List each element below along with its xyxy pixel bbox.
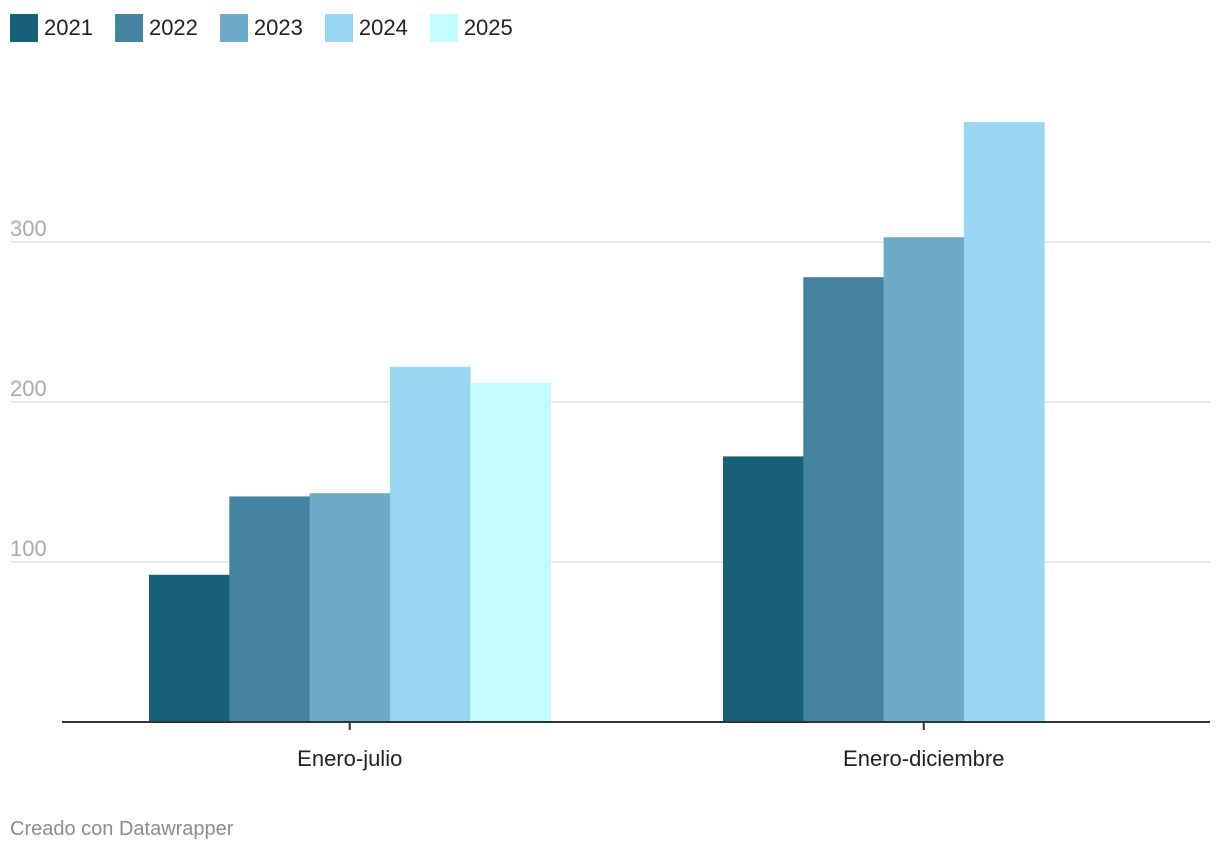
x-tick-label: Enero-diciembre (843, 746, 1004, 771)
legend: 2021 2022 2023 2024 2025 (10, 13, 535, 43)
y-tick-label: 100 (10, 536, 47, 561)
legend-label: 2021 (44, 15, 93, 40)
legend-item: 2022 (114, 14, 198, 42)
bar-2024-0 (389, 366, 471, 722)
bar-2021-1 (723, 456, 804, 722)
legend-label: 2023 (253, 15, 303, 40)
legend-label: 2024 (358, 15, 408, 40)
bar-2022-1 (803, 277, 885, 722)
legend-swatch (10, 14, 38, 42)
bar-2023-0 (309, 493, 391, 722)
legend-swatch (324, 14, 353, 42)
legend-item: 2024 (324, 14, 408, 42)
credit-text: Creado con Datawrapper (10, 818, 234, 840)
legend-label: 2025 (463, 15, 513, 40)
y-tick-label: 200 (10, 376, 47, 401)
bar-2024-1 (963, 122, 1045, 722)
legend-item: 2025 (429, 14, 513, 42)
bar-2023-1 (883, 237, 965, 722)
legend-swatch (429, 14, 458, 42)
y-tick-label: 300 (10, 216, 47, 241)
legend-item: 2023 (219, 14, 303, 42)
x-tick-label: Enero-julio (297, 746, 402, 771)
legend-item: 2021 (10, 14, 93, 42)
bar-2025-0 (470, 382, 551, 722)
legend-swatch (219, 14, 248, 42)
legend-swatch (114, 14, 143, 42)
bar-2021-0 (149, 574, 230, 722)
legend-label: 2022 (148, 15, 198, 40)
bar-2022-0 (229, 496, 311, 722)
